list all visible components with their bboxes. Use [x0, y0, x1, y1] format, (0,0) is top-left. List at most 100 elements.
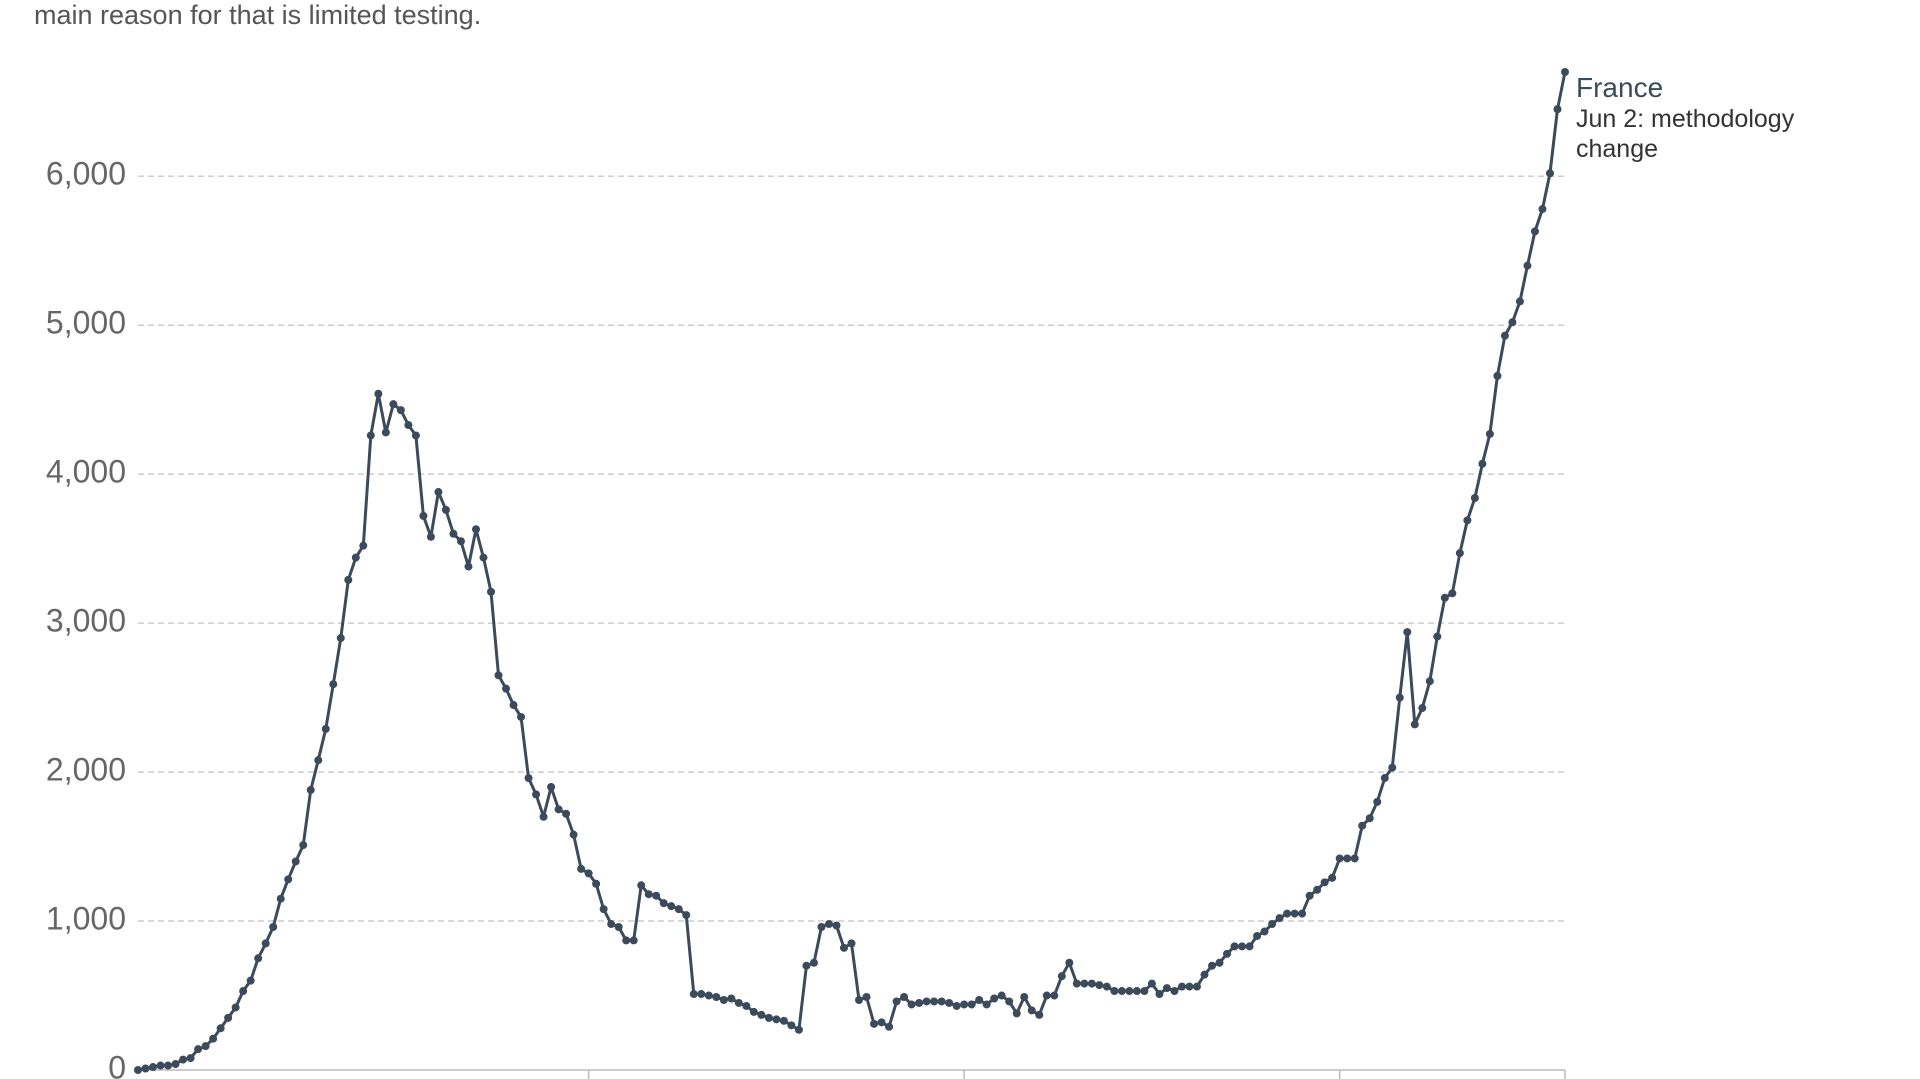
point	[299, 841, 308, 850]
point	[449, 529, 458, 538]
point	[967, 1000, 976, 1009]
point	[366, 431, 375, 440]
point	[659, 899, 668, 908]
point	[960, 1000, 969, 1009]
point	[1313, 885, 1322, 894]
point	[164, 1061, 173, 1070]
point	[539, 812, 548, 821]
point	[1072, 979, 1081, 988]
point	[757, 1010, 766, 1019]
point	[547, 782, 556, 791]
point	[194, 1045, 203, 1054]
point	[870, 1019, 879, 1028]
point	[607, 920, 616, 929]
point	[374, 389, 383, 398]
point	[772, 1015, 781, 1024]
point	[982, 1000, 991, 1009]
y-tick-label: 3,000	[46, 603, 126, 639]
point	[637, 881, 646, 890]
point	[922, 997, 931, 1006]
point	[291, 857, 300, 866]
point	[1238, 942, 1247, 951]
point	[1485, 429, 1494, 438]
point	[471, 525, 480, 534]
point	[1110, 987, 1119, 996]
point	[1012, 1009, 1021, 1018]
point	[1208, 961, 1217, 970]
point	[502, 684, 511, 693]
point	[186, 1054, 195, 1063]
point	[517, 712, 526, 721]
point	[216, 1024, 225, 1033]
point	[877, 1018, 886, 1027]
point	[404, 421, 413, 430]
point	[306, 785, 315, 794]
point	[862, 993, 871, 1002]
point	[276, 894, 285, 903]
point	[592, 879, 601, 888]
y-tick-label: 2,000	[46, 752, 126, 788]
y-tick-label: 6,000	[46, 156, 126, 192]
point	[396, 406, 405, 415]
point	[509, 701, 518, 710]
point	[704, 991, 713, 1000]
point	[1403, 628, 1412, 637]
point	[141, 1064, 150, 1073]
point	[1298, 909, 1307, 918]
point	[1373, 797, 1382, 806]
point	[1343, 854, 1352, 863]
point	[1538, 205, 1547, 214]
point	[892, 997, 901, 1006]
point	[1095, 981, 1104, 990]
point	[749, 1007, 758, 1016]
point	[1478, 459, 1487, 468]
point	[419, 511, 428, 520]
point	[1200, 970, 1209, 979]
point	[1470, 494, 1479, 503]
point	[584, 869, 593, 878]
y-tick-label: 5,000	[46, 305, 126, 341]
point	[719, 995, 728, 1004]
point	[885, 1022, 894, 1031]
point	[1283, 909, 1292, 918]
point	[201, 1042, 210, 1051]
point	[261, 939, 270, 948]
point	[1245, 942, 1254, 951]
point	[1290, 909, 1299, 918]
point	[562, 809, 571, 818]
point	[1125, 987, 1134, 996]
point	[1350, 854, 1359, 863]
point	[1155, 990, 1164, 999]
point	[1545, 169, 1554, 178]
point	[1508, 318, 1517, 327]
point	[1057, 972, 1066, 981]
point	[952, 1001, 961, 1010]
point	[975, 995, 984, 1004]
annotation: Jun 2: methodology change	[1576, 105, 1795, 163]
point	[239, 987, 248, 996]
point	[1553, 105, 1562, 114]
point	[209, 1034, 218, 1043]
point	[997, 991, 1006, 1000]
point	[742, 1001, 751, 1010]
point	[824, 920, 833, 929]
point	[1305, 891, 1314, 900]
point	[1395, 693, 1404, 702]
point	[577, 864, 586, 873]
point	[269, 923, 278, 932]
point	[1117, 987, 1126, 996]
point	[1410, 720, 1419, 729]
point	[1192, 982, 1201, 991]
point	[629, 936, 638, 945]
point	[1440, 593, 1449, 602]
point	[1515, 297, 1524, 306]
point	[712, 993, 721, 1002]
point	[1170, 987, 1179, 996]
point	[441, 505, 450, 514]
point	[1162, 984, 1171, 993]
point	[179, 1055, 188, 1064]
point	[1020, 993, 1029, 1002]
point	[321, 724, 330, 733]
point	[614, 923, 623, 932]
